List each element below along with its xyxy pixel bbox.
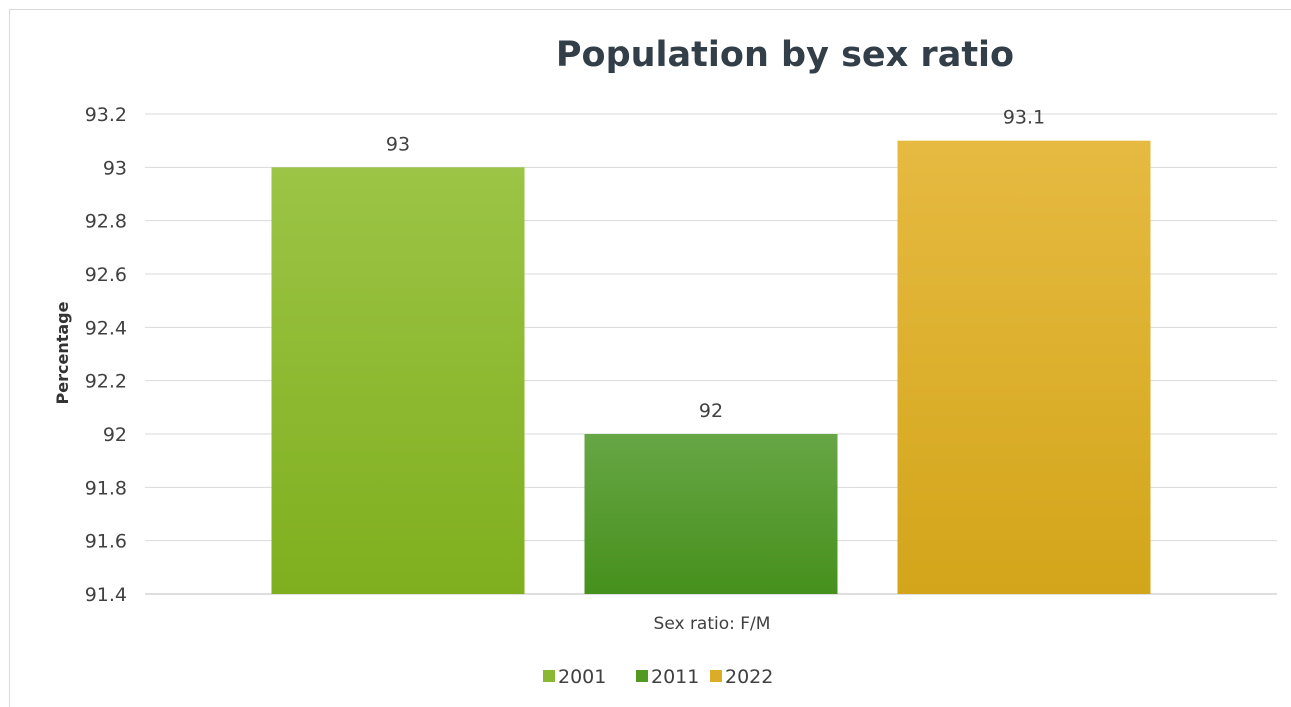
data-label-2011: 92 [699,400,723,422]
legend-label-2011: 2011 [651,666,699,688]
bar-2022 [897,140,1151,594]
y-tick-label: 92.8 [85,211,127,233]
bar-2011 [584,434,838,594]
chart-title: Population by sex ratio [556,35,1014,75]
bars [271,140,1151,595]
y-tick-label: 91.6 [85,531,127,553]
y-tick-label: 93 [103,157,127,179]
data-labels: 93 92 93.1 [386,107,1045,422]
x-axis-label: Sex ratio: F/M [654,614,771,634]
y-tick-label: 91.4 [85,584,127,606]
legend-swatch-2022 [710,670,722,682]
y-tick-label: 92.2 [85,371,127,393]
legend-label-2001: 2001 [558,666,606,688]
legend-label-2022: 2022 [725,666,773,688]
legend-swatch-2001 [543,670,555,682]
y-tick-label: 92.6 [85,264,127,286]
legend: 2001 2011 2022 [543,666,773,688]
bar-2001 [271,167,525,595]
data-label-2001: 93 [386,133,410,155]
y-tick-label: 92.4 [85,317,127,339]
y-tick-label: 93.2 [85,104,127,126]
y-axis-label: Percentage [53,301,72,404]
y-axis-ticks: 91.4 91.6 91.8 92 92.2 92.4 92.6 92.8 93 93.2 [85,104,127,606]
chart-frame [9,9,1291,707]
data-label-2022: 93.1 [1003,107,1045,129]
y-tick-label: 92 [103,424,127,446]
y-tick-label: 91.8 [85,477,127,499]
legend-swatch-2011 [636,670,648,682]
